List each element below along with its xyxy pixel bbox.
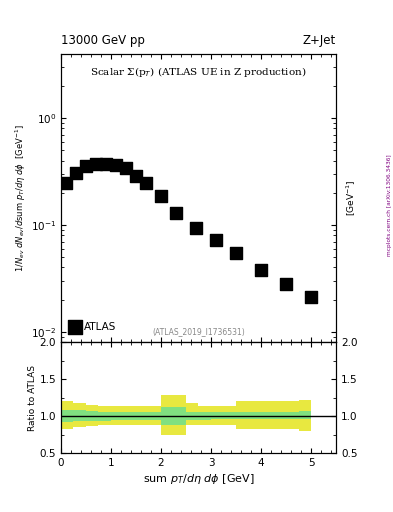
Y-axis label: [GeV$^{-1}$]: [GeV$^{-1}$] xyxy=(345,180,358,216)
ATLAS xyxy=(308,293,314,302)
Text: Scalar Σ(p$_T$) (ATLAS UE in Z production): Scalar Σ(p$_T$) (ATLAS UE in Z productio… xyxy=(90,66,307,79)
ATLAS xyxy=(173,209,179,217)
ATLAS xyxy=(83,162,89,170)
X-axis label: sum $p_T/d\eta\ d\phi$ [GeV]: sum $p_T/d\eta\ d\phi$ [GeV] xyxy=(143,472,254,486)
Text: Z+Jet: Z+Jet xyxy=(303,34,336,47)
ATLAS xyxy=(258,266,264,274)
ATLAS xyxy=(73,169,79,177)
ATLAS xyxy=(93,160,99,168)
Y-axis label: $1/N_{ev}\ dN_{ev}/d\mathrm{sum}\ p_T/d\eta\ d\phi$  [GeV$^{-1}$]: $1/N_{ev}\ dN_{ev}/d\mathrm{sum}\ p_T/d\… xyxy=(13,124,28,272)
Legend: ATLAS: ATLAS xyxy=(66,316,121,337)
ATLAS xyxy=(283,280,289,288)
Text: mcplots.cern.ch [arXiv:1306.3436]: mcplots.cern.ch [arXiv:1306.3436] xyxy=(387,154,392,255)
ATLAS xyxy=(213,236,219,244)
Text: (ATLAS_2019_I1736531): (ATLAS_2019_I1736531) xyxy=(152,327,245,336)
ATLAS xyxy=(233,249,239,257)
Text: 13000 GeV pp: 13000 GeV pp xyxy=(61,34,145,47)
ATLAS xyxy=(113,161,119,169)
Y-axis label: Ratio to ATLAS: Ratio to ATLAS xyxy=(28,365,37,431)
ATLAS xyxy=(63,179,69,187)
ATLAS xyxy=(143,179,149,187)
ATLAS xyxy=(133,172,139,180)
ATLAS xyxy=(123,164,129,172)
ATLAS xyxy=(158,193,164,201)
ATLAS xyxy=(193,224,199,232)
ATLAS xyxy=(103,160,109,168)
